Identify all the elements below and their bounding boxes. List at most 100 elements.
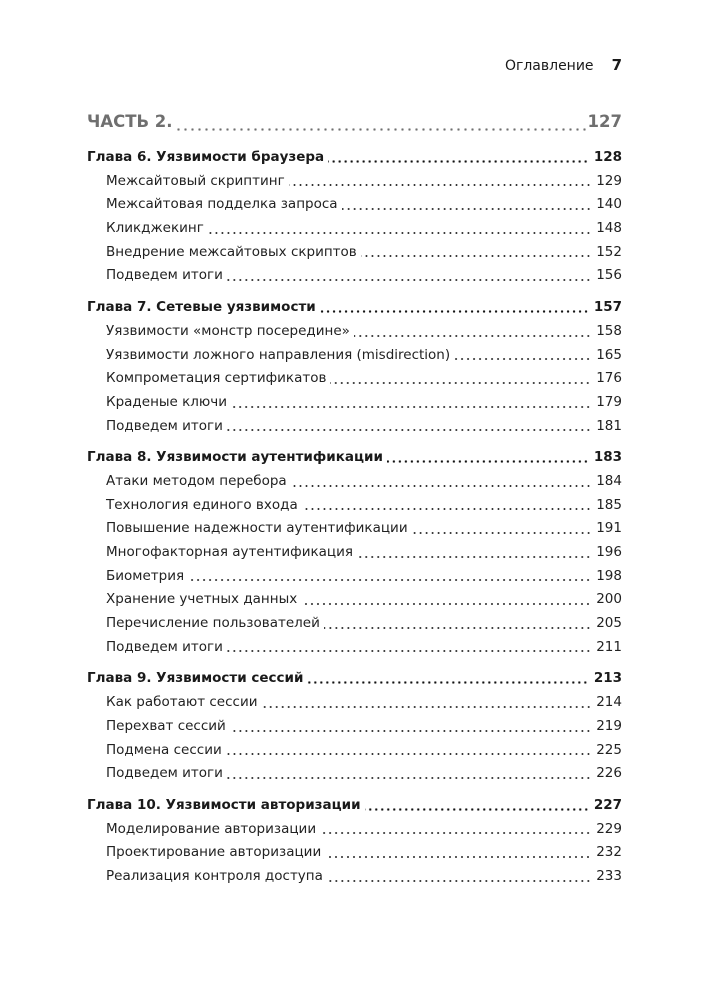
toc-section-page: 181: [596, 417, 622, 434]
toc-section[interactable]: Подведем итоги 211: [87, 636, 622, 660]
toc-section-title: Хранение учетных данных: [106, 591, 298, 608]
part-page: 127: [587, 112, 622, 131]
toc-section[interactable]: Хранение учетных данных 200: [87, 588, 622, 612]
leader-dots: [301, 603, 592, 606]
toc-section-page: 211: [596, 638, 622, 655]
toc-section[interactable]: Краденые ключи 179: [87, 391, 622, 415]
toc-section-page: 232: [596, 844, 622, 861]
toc-section-title: Кликджекинг: [106, 220, 204, 237]
toc-chapter[interactable]: Глава 10. Уязвимости авторизации 227: [87, 794, 622, 818]
toc-section-title: Подведем итоги: [106, 638, 223, 655]
toc-chapter[interactable]: Глава 7. Сетевые уязвимости 157: [87, 296, 622, 320]
running-header: Оглавление 7: [505, 56, 622, 74]
toc-section[interactable]: Внедрение межсайтовых скриптов 152: [87, 241, 622, 265]
toc-chapter[interactable]: Глава 6. Уязвимости браузера 128: [87, 146, 622, 170]
toc-section[interactable]: Межсайтовый скриптинг 129: [87, 170, 622, 194]
toc-section-title: Уязвимости «монстр посередине»: [106, 322, 350, 339]
toc-section-title: Краденые ключи: [106, 393, 228, 410]
toc-section-page: 225: [596, 741, 622, 758]
leader-dots: [328, 159, 589, 163]
leader-dots: [226, 776, 592, 779]
leader-dots: [360, 255, 592, 258]
toc-section-title: Реализация контроля доступа: [106, 867, 323, 884]
toc-section[interactable]: Повышение надежности аутентификации 191: [87, 517, 622, 541]
toc-chapter-page: 227: [593, 796, 622, 813]
toc-section[interactable]: Реализация контроля доступа 233: [87, 865, 622, 889]
toc-section[interactable]: Кликджекинг 148: [87, 217, 622, 241]
leader-dots: [325, 855, 592, 858]
toc-section[interactable]: Уязвимости «монстр посередине» 158: [87, 320, 622, 344]
leader-dots: [301, 508, 592, 511]
toc-section[interactable]: Как работают сессии 214: [87, 691, 622, 715]
leader-dots: [288, 184, 592, 187]
toc-section[interactable]: Технология единого входа 185: [87, 494, 622, 518]
toc-section-page: 156: [596, 267, 622, 284]
toc-section-title: Атаки методом перебора: [106, 472, 287, 489]
toc-section-title: Проектирование авторизации: [106, 844, 322, 861]
leader-dots: [320, 832, 592, 835]
leader-dots: [226, 429, 592, 432]
leader-dots: [364, 807, 589, 811]
toc-section-page: 179: [596, 393, 622, 410]
toc-section-page: 198: [596, 567, 622, 584]
toc-section-title: Перехват сессий: [106, 717, 226, 734]
toc-section[interactable]: Подведем итоги 156: [87, 264, 622, 288]
leader-dots: [188, 579, 592, 582]
leader-dots: [341, 208, 592, 211]
toc-part[interactable]: ЧАСТЬ 2. 127: [87, 110, 622, 138]
toc-chapter[interactable]: Глава 9. Уязвимости сессий 213: [87, 667, 622, 691]
leader-dots: [353, 334, 592, 337]
header-section-title: Оглавление: [504, 58, 594, 74]
toc-section-title: Подведем итоги: [106, 765, 223, 782]
toc-section[interactable]: Подведем итоги 226: [87, 762, 622, 786]
toc-section-page: 140: [596, 196, 622, 213]
toc-section-page: 185: [596, 496, 622, 513]
leader-dots: [207, 231, 592, 234]
toc-section-page: 214: [596, 694, 622, 711]
toc-section-page: 219: [596, 717, 622, 734]
toc-section-title: Внедрение межсайтовых скриптов: [106, 243, 357, 260]
toc-section-title: Повышение надежности аутентификации: [106, 520, 408, 537]
toc-chapter-page: 183: [593, 449, 622, 466]
toc-section[interactable]: Уязвимости ложного направления (misdirec…: [87, 344, 622, 368]
leader-dots: [454, 358, 592, 361]
toc-section[interactable]: Подведем итоги 181: [87, 415, 622, 439]
toc-chapter-page: 128: [593, 149, 622, 165]
toc-section-title: Подмена сессии: [106, 741, 222, 758]
leader-dots: [356, 555, 592, 558]
toc-section[interactable]: Биометрия 198: [87, 565, 622, 589]
toc-chapter-title: Глава 10. Уязвимости авторизации: [87, 796, 361, 813]
toc-section-page: 148: [596, 220, 622, 237]
toc-section[interactable]: Проектирование авторизации 232: [87, 841, 622, 865]
toc-section-title: Перечисление пользователей: [106, 615, 320, 632]
toc-chapter-title: Глава 6. Уязвимости браузера: [87, 149, 325, 165]
toc-section[interactable]: Моделирование авторизации 229: [87, 818, 622, 842]
leader-dots: [231, 405, 592, 408]
leader-dots: [326, 879, 592, 882]
leader-dots: [261, 705, 592, 708]
leader-dots: [226, 650, 592, 653]
toc-section-title: Подведем итоги: [106, 267, 223, 284]
toc-section[interactable]: Межсайтовая подделка запроса 140: [87, 193, 622, 217]
toc-section-title: Как работают сессии: [106, 694, 258, 711]
toc-chapter-title: Глава 8. Уязвимости аутентификации: [87, 449, 383, 466]
toc-section-page: 200: [596, 591, 622, 608]
toc-section[interactable]: Перехват сессий 219: [87, 715, 622, 739]
toc-section-page: 233: [596, 867, 622, 884]
toc-section-title: Межсайтовая подделка запроса: [106, 196, 338, 213]
toc-section[interactable]: Подмена сессии 225: [87, 739, 622, 763]
toc-chapter[interactable]: Глава 8. Уязвимости аутентификации 183: [87, 446, 622, 470]
toc-section-title: Технология единого входа: [106, 496, 298, 513]
toc-section-title: Уязвимости ложного направления (misdirec…: [106, 346, 451, 363]
toc-section[interactable]: Атаки методом перебора 184: [87, 470, 622, 494]
toc-section[interactable]: Перечисление пользователей 205: [87, 612, 622, 636]
leader-dots: [172, 128, 588, 131]
toc-section[interactable]: Многофакторная аутентификация 196: [87, 541, 622, 565]
toc-section[interactable]: Компрометация сертификатов 176: [87, 367, 622, 391]
leader-dots: [225, 753, 592, 756]
leader-dots: [330, 381, 592, 384]
toc-section-title: Подведем итоги: [106, 417, 223, 434]
toc-section-title: Компрометация сертификатов: [106, 370, 327, 387]
toc-section-page: 165: [596, 346, 622, 363]
toc-section-page: 196: [596, 544, 622, 560]
